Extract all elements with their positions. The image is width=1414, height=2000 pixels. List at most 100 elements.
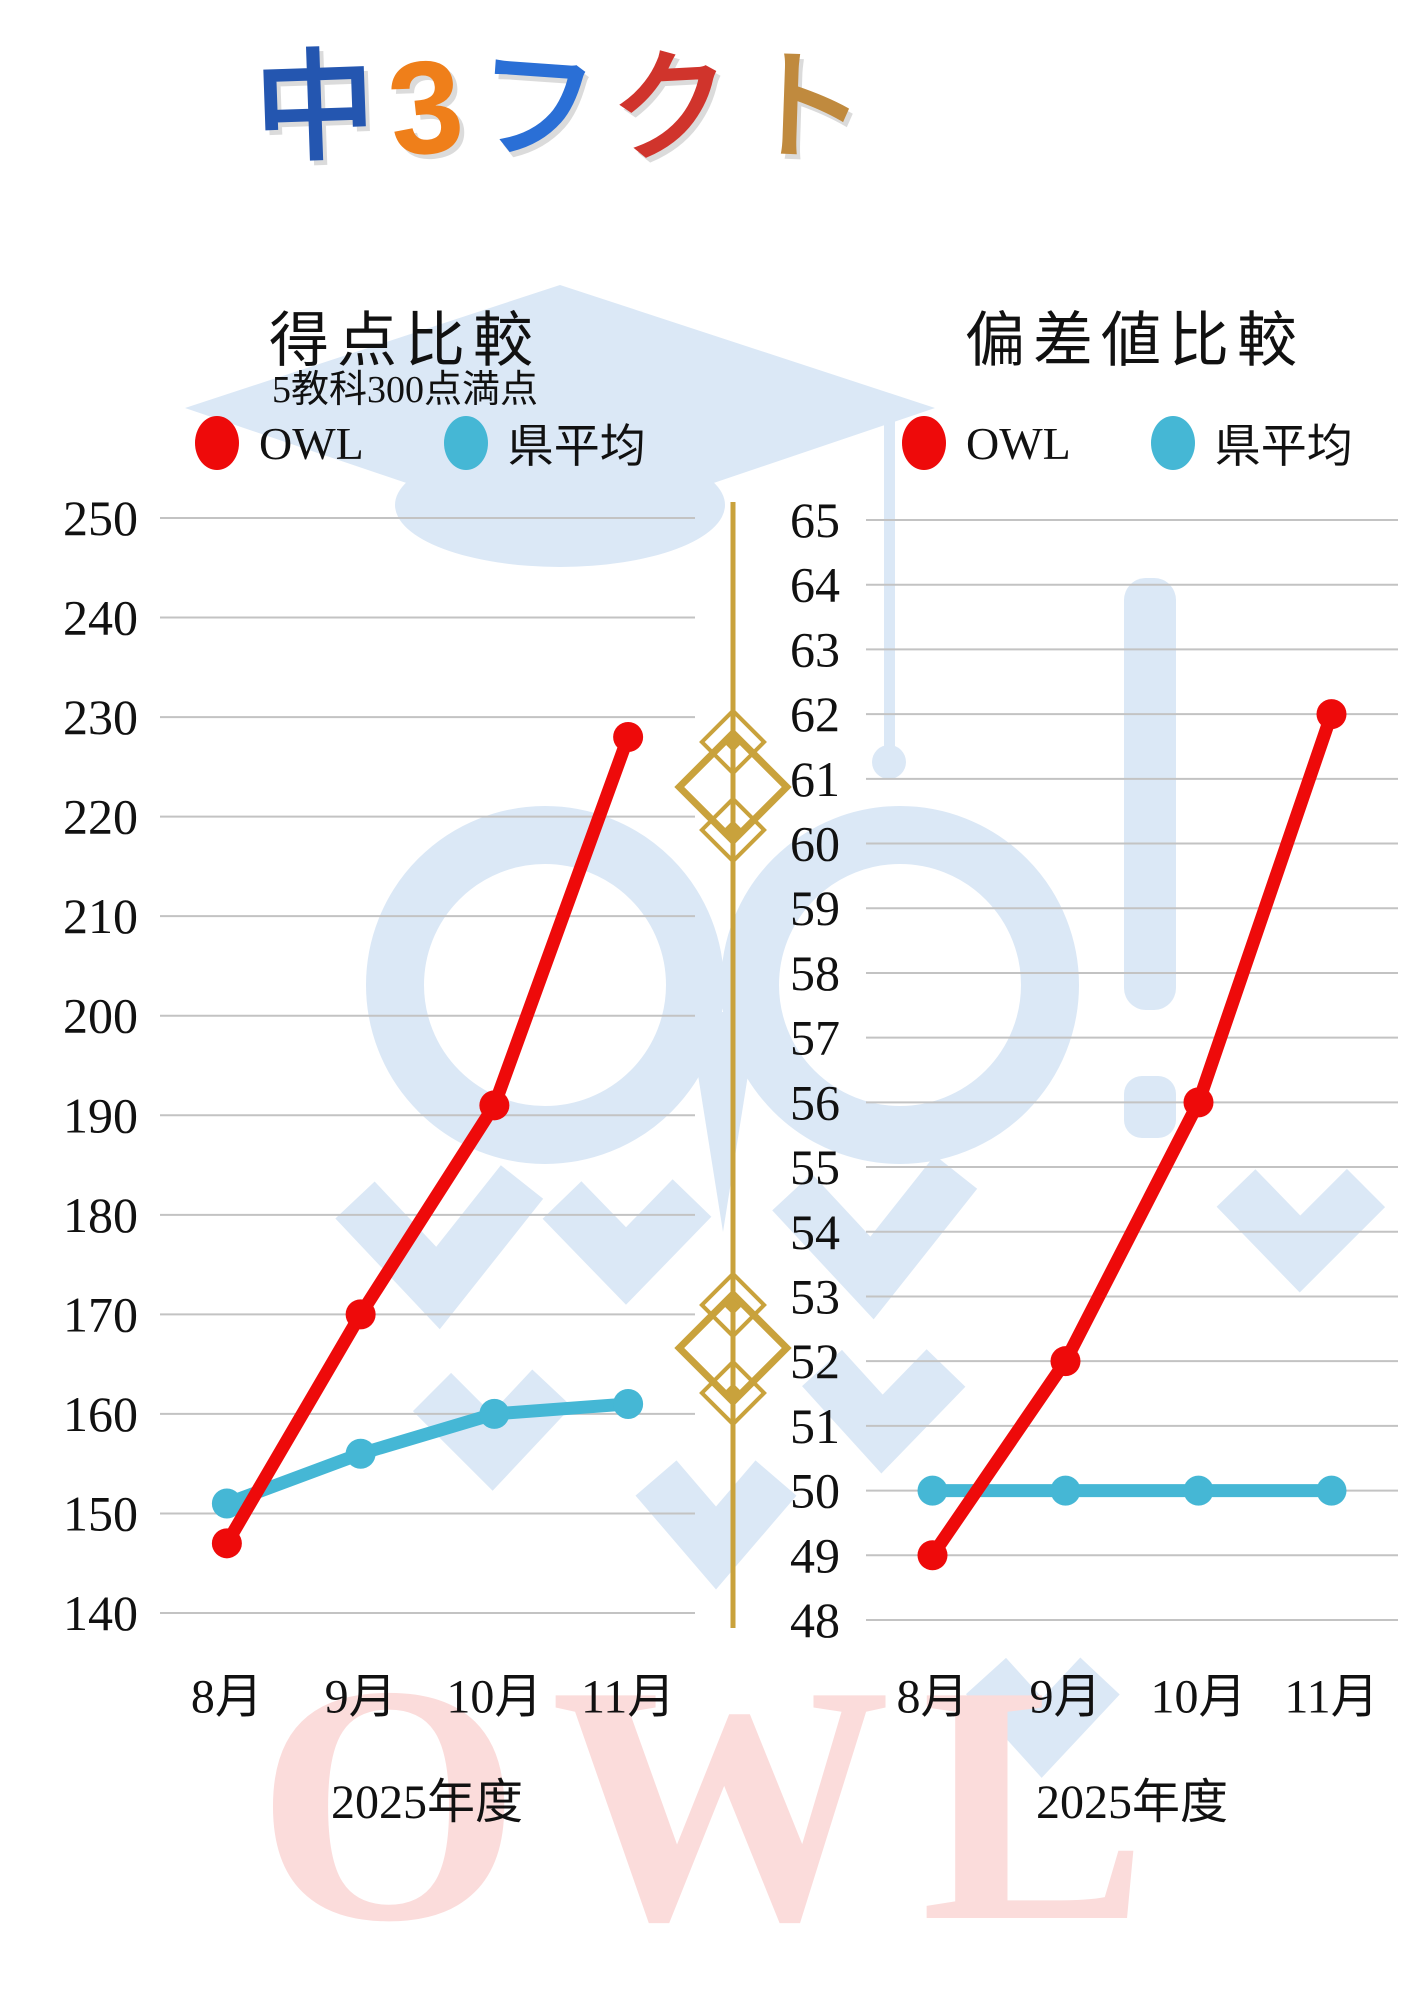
data-point-OWL bbox=[1316, 699, 1347, 730]
exclamation-bar bbox=[1124, 578, 1176, 1010]
y-tick-label: 230 bbox=[63, 689, 138, 745]
data-point-OWL bbox=[345, 1299, 376, 1330]
deviation-chart-title: 偏差値比較 bbox=[965, 308, 1305, 374]
legend-marker-pref-average bbox=[1150, 416, 1195, 470]
owl-eye-right bbox=[721, 806, 1079, 1164]
data-point-県平均 bbox=[613, 1388, 644, 1419]
check-icon bbox=[335, 1165, 544, 1330]
score-chart-x-axis-label: 2025年度 bbox=[330, 1776, 523, 1829]
x-tick-label: 9月 bbox=[1029, 1671, 1101, 1724]
check-icon bbox=[635, 1460, 797, 1590]
exclamation-dot bbox=[1124, 1076, 1176, 1138]
y-tick-label: 53 bbox=[790, 1268, 840, 1324]
data-point-OWL bbox=[613, 722, 644, 752]
legend-label-owl: OWL bbox=[259, 417, 364, 469]
data-point-県平均 bbox=[1050, 1475, 1081, 1506]
data-point-OWL bbox=[1183, 1087, 1214, 1118]
data-point-OWL bbox=[211, 1528, 242, 1559]
x-tick-label: 10月 bbox=[446, 1671, 542, 1724]
y-tick-label: 50 bbox=[790, 1463, 840, 1519]
x-tick-label: 8月 bbox=[896, 1671, 968, 1724]
y-tick-label: 240 bbox=[63, 590, 138, 646]
y-tick-label: 140 bbox=[63, 1585, 138, 1641]
deviation-chart-legend: OWL 県平均 bbox=[902, 410, 1353, 476]
score-chart-legend: OWL 県平均 bbox=[195, 410, 646, 476]
legend-marker-pref-average bbox=[443, 416, 488, 470]
score-chart: 250 240 230 220 210 200 190 180 170 160 150 140 8月 9月… bbox=[63, 490, 695, 1724]
data-point-OWL bbox=[917, 1540, 948, 1571]
deviation-chart-x-axis-label: 2025年度 bbox=[1035, 1776, 1228, 1829]
y-tick-label: 48 bbox=[790, 1592, 840, 1648]
y-tick-label: 61 bbox=[790, 751, 840, 807]
y-tick-label: 52 bbox=[790, 1333, 840, 1389]
data-point-県平均 bbox=[1316, 1475, 1347, 1506]
y-tick-label: 59 bbox=[790, 880, 840, 936]
x-tick-label: 11月 bbox=[1284, 1671, 1378, 1724]
legend-item-pref-average: 県平均 bbox=[443, 410, 646, 476]
y-tick-label: 220 bbox=[63, 789, 138, 845]
legend-label-pref-average: 県平均 bbox=[1214, 421, 1353, 472]
y-tick-label: 64 bbox=[790, 557, 840, 613]
legend-item-pref-average: 県平均 bbox=[1150, 410, 1353, 476]
legend-label-pref-average: 県平均 bbox=[507, 421, 646, 472]
series-line-OWL bbox=[926, 707, 1338, 1562]
legend-item-owl: OWL bbox=[902, 416, 1071, 470]
data-point-OWL bbox=[1050, 1346, 1081, 1377]
y-tick-label: 160 bbox=[63, 1386, 138, 1442]
score-chart-subtitle: 5教科300点満点 bbox=[271, 369, 538, 411]
data-point-県平均 bbox=[479, 1398, 510, 1429]
divider-diamonds-top bbox=[674, 708, 792, 864]
x-tick-label: 11月 bbox=[581, 1671, 675, 1724]
check-icon bbox=[772, 1155, 978, 1320]
y-tick-label: 250 bbox=[63, 490, 138, 546]
data-point-県平均 bbox=[1183, 1475, 1214, 1506]
y-tick-label: 190 bbox=[63, 1087, 138, 1143]
x-tick-label: 10月 bbox=[1150, 1671, 1246, 1724]
y-tick-label: 60 bbox=[790, 816, 840, 872]
check-icon bbox=[802, 1349, 966, 1474]
y-tick-label: 210 bbox=[63, 888, 138, 944]
y-tick-label: 49 bbox=[790, 1527, 840, 1583]
cap-tassel-knob bbox=[872, 745, 906, 779]
y-tick-label: 180 bbox=[63, 1187, 138, 1243]
y-tick-label: 65 bbox=[790, 492, 840, 548]
data-point-県平均 bbox=[345, 1438, 376, 1469]
y-tick-label: 55 bbox=[790, 1139, 840, 1195]
y-tick-label: 56 bbox=[790, 1074, 840, 1130]
legend-marker-owl bbox=[195, 416, 239, 470]
legend-label-owl: OWL bbox=[966, 417, 1071, 469]
deviation-chart: 65 64 63 62 61 60 59 58 57 56 55 54 53 52 51 50 49 48 8月 9月… bbox=[790, 492, 1398, 1724]
y-tick-label: 150 bbox=[63, 1485, 138, 1541]
x-tick-label: 9月 bbox=[325, 1671, 397, 1724]
y-tick-label: 58 bbox=[790, 945, 840, 1001]
check-icon bbox=[542, 1179, 712, 1305]
series-line-OWL bbox=[220, 730, 635, 1550]
divider-diamonds-bottom bbox=[674, 1271, 792, 1427]
data-point-OWL bbox=[479, 1090, 510, 1121]
score-chart-title: 得点比較 bbox=[269, 308, 541, 374]
y-tick-label: 57 bbox=[790, 1010, 840, 1066]
legend-item-owl: OWL bbox=[195, 416, 364, 470]
check-icon bbox=[965, 1657, 1120, 1778]
data-point-県平均 bbox=[211, 1488, 242, 1519]
y-tick-label: 170 bbox=[63, 1286, 138, 1342]
owl-watermark-text: OWL bbox=[256, 1615, 1177, 1992]
grad-cap-icon bbox=[185, 285, 935, 535]
y-tick-label: 54 bbox=[790, 1204, 840, 1260]
x-tick-label: 8月 bbox=[191, 1671, 263, 1724]
y-tick-label: 63 bbox=[790, 621, 840, 677]
y-tick-label: 200 bbox=[63, 988, 138, 1044]
owl-eye-left bbox=[366, 806, 724, 1164]
data-point-県平均 bbox=[917, 1475, 948, 1506]
y-tick-label: 62 bbox=[790, 686, 840, 742]
owl-beak bbox=[688, 1012, 758, 1232]
grad-cap-base bbox=[395, 443, 725, 567]
legend-marker-owl bbox=[902, 416, 946, 470]
cap-tassel bbox=[884, 408, 895, 748]
series-line-県平均 bbox=[220, 1397, 635, 1510]
y-tick-label: 51 bbox=[790, 1398, 840, 1454]
check-icon bbox=[1216, 1168, 1386, 1293]
